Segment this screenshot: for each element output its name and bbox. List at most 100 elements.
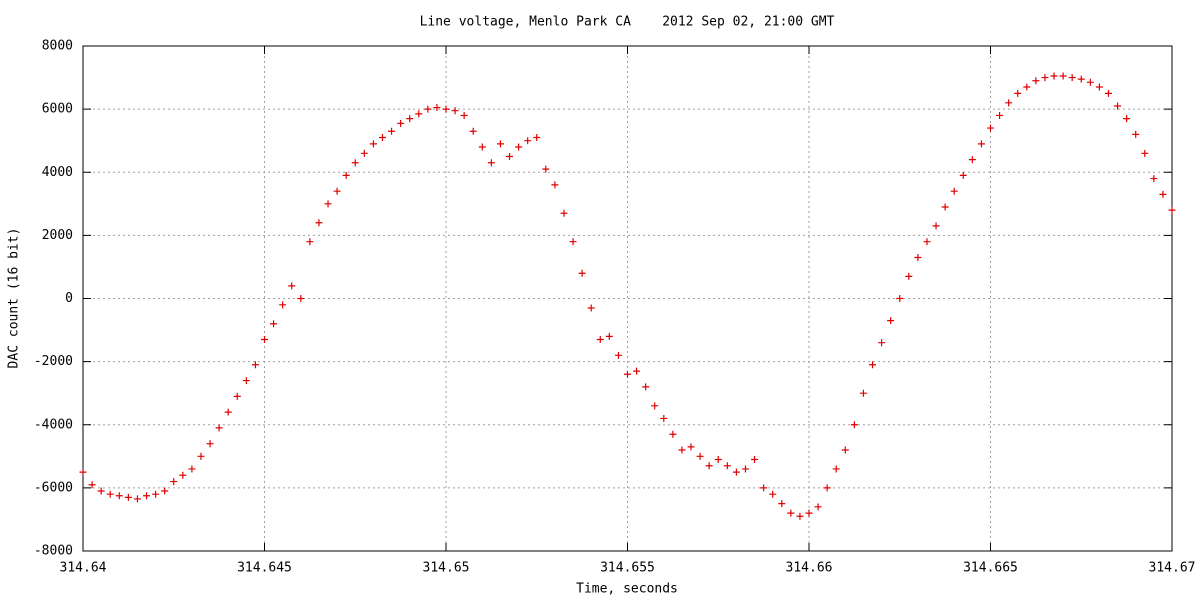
data-point <box>397 119 405 127</box>
x-tick-label: 314.655 <box>600 561 655 576</box>
data-point <box>124 493 132 501</box>
data-point <box>297 295 305 302</box>
data-point <box>1168 206 1176 214</box>
data-point <box>143 492 151 500</box>
data-point <box>642 383 650 391</box>
data-point <box>115 492 123 500</box>
data-point <box>442 105 450 113</box>
data-point <box>941 203 949 211</box>
data-point <box>533 134 541 142</box>
data-point <box>1104 89 1112 97</box>
data-point <box>832 465 840 473</box>
data-point <box>660 414 668 422</box>
data-point <box>1059 72 1067 80</box>
data-point <box>251 361 259 369</box>
y-tick-label: 0 <box>65 291 73 306</box>
y-tick-label: -6000 <box>34 480 73 495</box>
data-point <box>1032 77 1040 85</box>
x-tick-label: 314.65 <box>423 561 470 576</box>
data-point <box>261 336 268 344</box>
data-point <box>433 104 441 112</box>
data-point <box>732 468 740 476</box>
data-point <box>859 389 867 397</box>
data-point <box>669 430 677 438</box>
data-point <box>360 149 368 157</box>
data-point <box>378 134 386 142</box>
data-point <box>487 159 495 167</box>
data-point <box>696 452 704 460</box>
data-point <box>279 301 287 309</box>
data-point <box>1014 89 1022 97</box>
data-point <box>923 238 931 246</box>
data-point <box>315 219 323 227</box>
data-point <box>133 495 141 503</box>
data-point <box>324 200 332 208</box>
data-point <box>633 367 641 375</box>
data-point <box>106 490 114 498</box>
data-point <box>1150 175 1158 183</box>
data-point <box>79 468 87 476</box>
x-tick-label: 314.66 <box>786 561 833 576</box>
data-point <box>1141 149 1149 157</box>
data-point <box>506 152 514 160</box>
data-point <box>932 222 940 230</box>
data-point <box>1023 83 1031 91</box>
data-point <box>914 253 922 261</box>
data-point <box>179 471 187 479</box>
data-point <box>1050 72 1058 80</box>
y-tick-label: 4000 <box>42 165 73 180</box>
data-point <box>197 452 205 460</box>
data-point <box>288 282 296 290</box>
data-point <box>705 462 713 470</box>
data-point <box>224 408 232 416</box>
data-point <box>1041 74 1049 82</box>
data-point <box>596 336 604 344</box>
data-point <box>270 320 278 328</box>
y-axis-label: DAC count (16 bit) <box>7 228 22 369</box>
data-point <box>1159 190 1167 198</box>
data-point <box>306 238 314 246</box>
data-point <box>823 484 831 492</box>
data-point <box>1123 115 1131 123</box>
data-point <box>578 269 586 277</box>
data-point <box>896 295 904 302</box>
data-point <box>206 440 214 448</box>
data-point <box>751 455 759 463</box>
data-point <box>469 127 477 135</box>
data-point <box>542 165 550 173</box>
data-point <box>1005 99 1013 107</box>
data-point <box>524 137 532 145</box>
y-tick-label: 8000 <box>42 39 73 54</box>
y-tick-label: -2000 <box>34 354 73 369</box>
data-point <box>478 143 486 151</box>
data-point <box>242 377 250 385</box>
data-point <box>814 503 822 511</box>
data-point <box>424 105 432 113</box>
y-tick-label: -8000 <box>34 544 73 559</box>
data-point <box>388 127 396 135</box>
data-point <box>88 481 96 489</box>
data-point <box>342 171 350 179</box>
data-point <box>1132 130 1140 138</box>
data-point <box>233 392 241 400</box>
chart-title: Line voltage, Menlo Park CA 2012 Sep 02,… <box>420 15 835 30</box>
data-point <box>741 465 749 473</box>
data-point <box>723 462 731 470</box>
data-point <box>460 111 468 119</box>
data-point <box>796 512 804 520</box>
data-point <box>769 490 777 498</box>
data-point <box>551 181 559 189</box>
data-point <box>1086 78 1094 86</box>
data-point <box>161 487 169 495</box>
data-point <box>869 361 877 369</box>
data-point <box>1077 75 1085 83</box>
data-point <box>905 272 913 280</box>
data-point <box>170 478 178 486</box>
data-point <box>624 370 631 378</box>
x-axis-label: Time, seconds <box>576 582 678 597</box>
data-point <box>451 107 459 115</box>
data-point <box>651 402 659 410</box>
data-point <box>1114 102 1122 110</box>
